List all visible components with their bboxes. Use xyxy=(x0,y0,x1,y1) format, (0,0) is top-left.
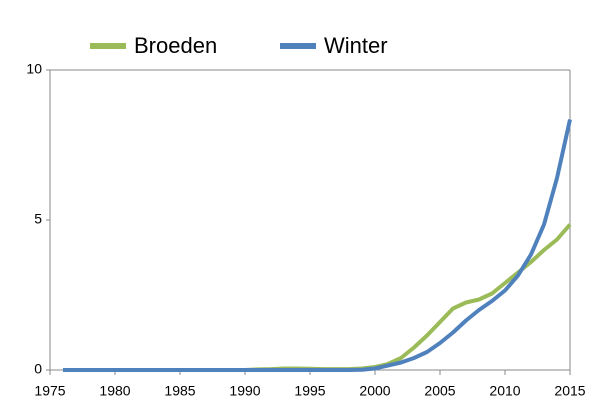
x-tick-label: 2005 xyxy=(424,383,455,399)
x-tick-label: 1980 xyxy=(99,383,130,399)
x-tick-label: 2000 xyxy=(359,383,390,399)
legend-text: Winter xyxy=(324,33,388,58)
y-tick-label: 0 xyxy=(34,361,42,377)
x-tick-label: 1975 xyxy=(34,383,65,399)
x-tick-label: 1990 xyxy=(229,383,260,399)
legend-text: Broeden xyxy=(134,33,217,58)
y-tick-label: 10 xyxy=(26,61,42,77)
series-line xyxy=(63,119,572,372)
x-tick-label: 1985 xyxy=(164,383,195,399)
x-tick-label: 2015 xyxy=(554,383,585,399)
x-tick-label: 2010 xyxy=(489,383,520,399)
y-tick-label: 5 xyxy=(34,211,42,227)
x-tick-label: 1995 xyxy=(294,383,325,399)
